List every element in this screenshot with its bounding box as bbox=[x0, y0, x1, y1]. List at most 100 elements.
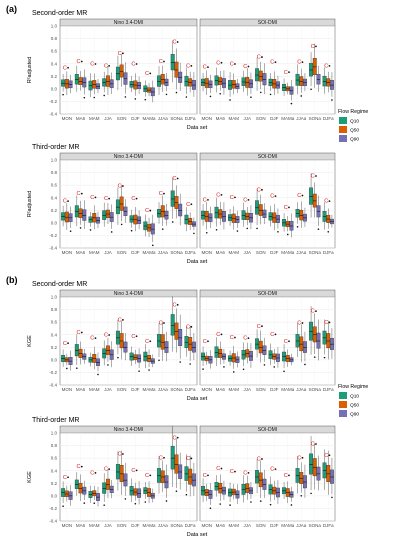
significance-marker: C bbox=[131, 196, 135, 202]
y-tick-label: 0.0 bbox=[51, 86, 58, 91]
x-tick-label: JJA bbox=[243, 116, 251, 121]
x-tick-label: DJF bbox=[270, 387, 278, 392]
outlier-point bbox=[277, 230, 279, 233]
x-tick-label: SONa bbox=[309, 116, 322, 121]
significance-dot bbox=[135, 197, 138, 200]
x-tick-label: DJFa bbox=[323, 250, 334, 255]
x-tick-label: MON bbox=[202, 116, 213, 121]
legend-title: Flow Regime bbox=[338, 109, 368, 115]
x-tick-label: JJA bbox=[104, 523, 112, 528]
significance-dot bbox=[190, 64, 193, 67]
significance-marker: C bbox=[216, 192, 220, 198]
significance-dot bbox=[247, 198, 250, 201]
y-tick-label: 0.8 bbox=[51, 443, 58, 448]
significance-dot bbox=[234, 63, 236, 65]
box-q50 bbox=[174, 454, 179, 474]
x-tick-label: JJA bbox=[243, 250, 251, 255]
significance-dot bbox=[328, 454, 331, 457]
facet-label: Nino 3.4-DMI bbox=[114, 154, 143, 160]
significance-marker: C bbox=[172, 302, 176, 308]
panel-4: Third-order MR KGE Data set -0.4 -0.2 0.0 0.2 0… bbox=[27, 417, 336, 538]
significance-dot bbox=[176, 436, 179, 439]
outlier-point bbox=[165, 500, 168, 502]
box-q10 bbox=[170, 445, 175, 470]
x-tick-label: MAM bbox=[229, 523, 240, 528]
x-tick-label: JJAa bbox=[158, 116, 169, 121]
significance-marker: C bbox=[145, 473, 149, 479]
x-tick-label: SONa bbox=[170, 523, 183, 528]
significance-marker: C bbox=[324, 453, 328, 459]
legend-swatch-q50 bbox=[339, 126, 347, 133]
y-tick-label: -0.4 bbox=[49, 383, 57, 388]
x-tick-label: MAM bbox=[229, 116, 240, 121]
outlier-point bbox=[62, 93, 64, 96]
outlier-point bbox=[103, 504, 106, 506]
significance-dot bbox=[67, 200, 69, 203]
y-tick-label: 0.6 bbox=[51, 49, 58, 54]
significance-marker: C bbox=[104, 196, 108, 202]
significance-dot bbox=[315, 175, 317, 177]
outlier-point bbox=[76, 367, 78, 369]
facet-label: SOI-DMI bbox=[258, 427, 277, 433]
x-tick-label: MA6 bbox=[216, 250, 226, 255]
significance-marker: C bbox=[77, 191, 81, 197]
outlier-point bbox=[93, 502, 96, 505]
significance-dot bbox=[301, 322, 304, 324]
outlier-point bbox=[134, 98, 137, 100]
y-tick-label: 0.0 bbox=[51, 493, 58, 498]
x-tick-label: JJAa bbox=[158, 523, 169, 528]
y-tick-label: 0.4 bbox=[51, 61, 58, 66]
legend-swatch-q50 bbox=[339, 401, 347, 408]
significance-marker: C bbox=[257, 187, 261, 193]
y-tick-label: -0.4 bbox=[49, 519, 57, 524]
y-tick-label: -0.4 bbox=[49, 112, 57, 117]
significance-marker: C bbox=[172, 176, 176, 182]
x-tick-label: MA6 bbox=[76, 116, 86, 121]
outlier-point bbox=[83, 502, 86, 504]
significance-dot bbox=[328, 321, 331, 324]
significance-marker: C bbox=[324, 199, 328, 205]
y-tick-label: 0.8 bbox=[51, 170, 58, 175]
x-tick-label: MAM bbox=[89, 523, 100, 528]
y-tick-label: 0.2 bbox=[51, 74, 58, 79]
significance-marker: C bbox=[172, 435, 176, 441]
x-tick-label: MA6 bbox=[216, 116, 226, 121]
significance-marker: C bbox=[118, 452, 122, 458]
significance-marker: C bbox=[118, 318, 122, 324]
significance-marker: C bbox=[257, 324, 261, 330]
x-tick-label: MON bbox=[202, 523, 213, 528]
box-q10 bbox=[170, 314, 175, 336]
significance-marker: C bbox=[77, 330, 81, 336]
significance-marker: C bbox=[104, 467, 108, 473]
section-label-a: (a) bbox=[6, 4, 17, 14]
significance-dot bbox=[94, 337, 97, 340]
significance-dot bbox=[301, 61, 304, 64]
outlier-point bbox=[79, 227, 82, 229]
significance-marker: C bbox=[131, 334, 135, 340]
significance-marker: C bbox=[118, 51, 122, 57]
significance-dot bbox=[234, 470, 236, 473]
section-label-b: (b) bbox=[6, 275, 18, 285]
x-tick-label: MON bbox=[62, 250, 73, 255]
outlier-point bbox=[283, 370, 285, 373]
significance-dot bbox=[121, 319, 124, 321]
box-q90 bbox=[178, 464, 183, 479]
significance-marker: C bbox=[203, 339, 207, 345]
box-q10 bbox=[157, 468, 161, 483]
outlier-point bbox=[300, 495, 303, 497]
significance-marker: C bbox=[186, 202, 190, 208]
x-tick-label: SONa bbox=[309, 250, 322, 255]
legend-swatch-q90 bbox=[339, 410, 347, 417]
y-tick-label: -0.2 bbox=[49, 370, 57, 375]
significance-dot bbox=[135, 335, 138, 338]
box-q50 bbox=[299, 336, 304, 352]
significance-dot bbox=[207, 198, 209, 201]
facet-label: SOI-DMI bbox=[258, 291, 277, 297]
significance-marker: C bbox=[297, 60, 301, 66]
legend-b: Flow Regime Q10 Q50 Q90 bbox=[338, 384, 368, 418]
outlier-point bbox=[120, 223, 123, 226]
significance-marker: C bbox=[284, 339, 288, 345]
outlier-point bbox=[310, 492, 312, 495]
legend-swatch-q10 bbox=[339, 117, 347, 124]
outlier-point bbox=[110, 231, 113, 233]
